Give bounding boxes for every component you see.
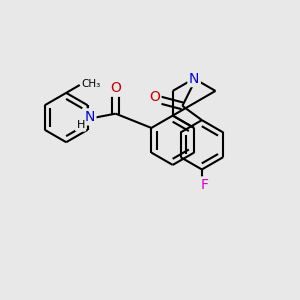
Text: CH₃: CH₃ <box>81 79 100 89</box>
Text: N: N <box>85 110 95 124</box>
Text: N: N <box>189 72 199 86</box>
Text: O: O <box>110 81 121 95</box>
Text: F: F <box>201 178 209 192</box>
Text: O: O <box>149 90 160 104</box>
Text: H: H <box>76 120 85 130</box>
